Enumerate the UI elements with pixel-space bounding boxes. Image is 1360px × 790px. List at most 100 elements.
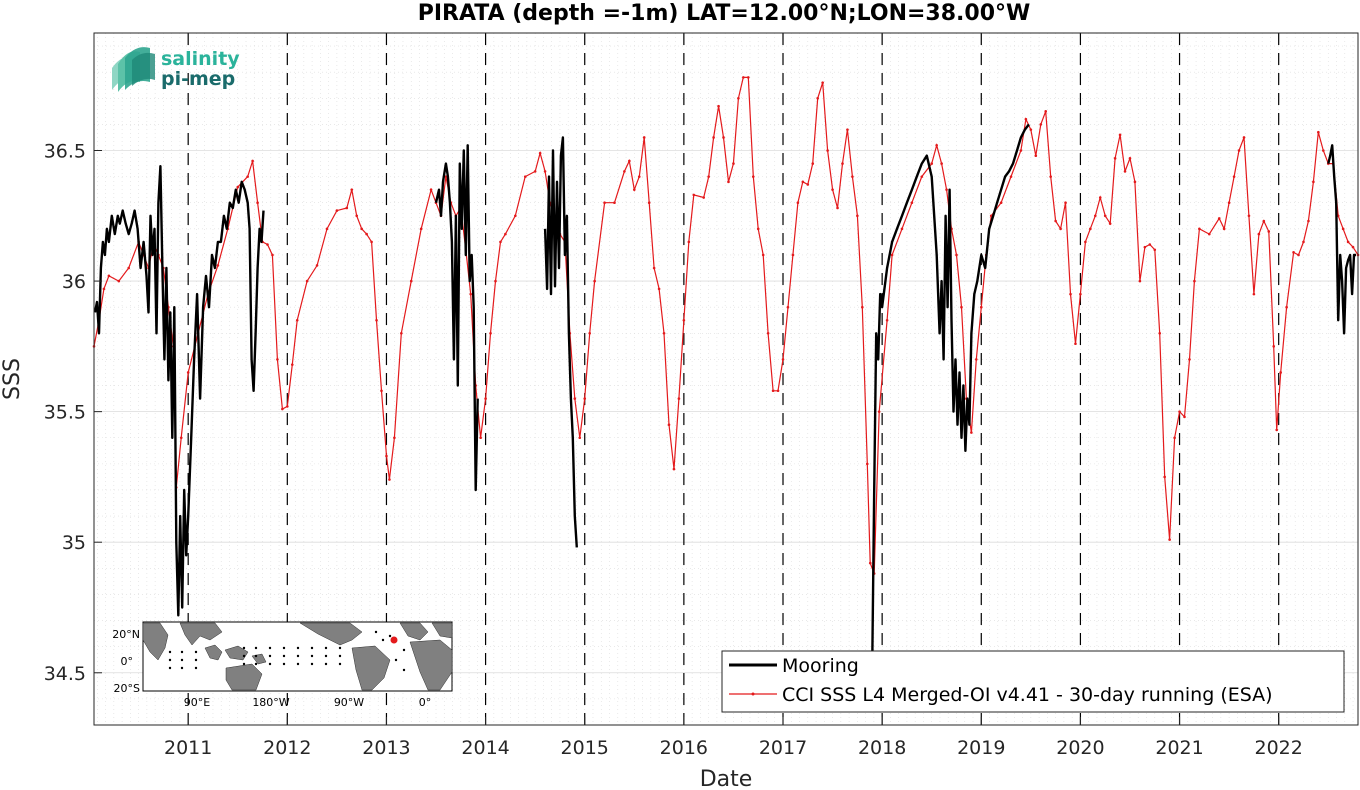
inset-map-land — [142, 622, 453, 691]
cci-point — [388, 478, 391, 481]
cci-point — [1267, 230, 1271, 233]
mooring-series-line — [1327, 144, 1356, 335]
cci-point — [573, 397, 577, 400]
inset-map-selected-mooring — [390, 636, 398, 644]
cci-point — [1143, 245, 1147, 249]
cci-point — [271, 253, 274, 257]
cci-point — [216, 264, 220, 267]
cci-point — [960, 305, 963, 309]
cci-point — [1297, 253, 1300, 257]
cci-point — [836, 206, 839, 210]
inset-lon-label-90w: 90°W — [334, 696, 364, 709]
cci-point — [945, 188, 948, 191]
cci-point — [533, 170, 537, 173]
cci-point — [1285, 305, 1288, 309]
cci-point — [1302, 240, 1305, 244]
cci-point — [702, 196, 705, 199]
cci-point — [494, 279, 497, 283]
cci-point — [1019, 149, 1023, 152]
cci-point — [979, 305, 983, 309]
salinity-pi-mep-logo: salinity pi-mep — [112, 47, 240, 92]
cci-point — [756, 227, 760, 231]
cci-point — [1064, 201, 1067, 205]
cci-point — [325, 227, 329, 231]
cci-point — [179, 436, 183, 440]
logo-salinity-text: salinity — [161, 48, 240, 70]
cci-point — [737, 96, 740, 100]
cci-point — [717, 104, 720, 108]
cci-point — [1232, 175, 1236, 178]
cci-point — [791, 253, 795, 257]
inset-lat-label-20n: 20°N — [112, 628, 140, 641]
cci-point — [578, 436, 582, 440]
cci-point — [1113, 157, 1117, 160]
inset-map: 20°N 0° 20°S 90°E 180°W 90°W 0° — [112, 621, 453, 709]
cci-point — [647, 201, 651, 205]
cci-point — [999, 201, 1003, 205]
y-axis-label: SSS — [0, 358, 25, 400]
cci-point — [786, 305, 790, 309]
grid-layer — [94, 33, 1358, 726]
cci-point — [672, 467, 676, 471]
cci-point — [1279, 371, 1282, 374]
cci-point — [295, 318, 299, 322]
cci-point — [722, 136, 725, 139]
inset-lon-label-180w: 180°W — [252, 696, 289, 709]
inset-lon-label-0: 0° — [419, 696, 432, 709]
cci-point — [868, 561, 872, 565]
cci-point — [400, 332, 403, 335]
cci-point — [1193, 279, 1196, 283]
plot-frame — [93, 32, 1359, 726]
cci-point — [290, 363, 294, 366]
cci-point — [1089, 227, 1092, 231]
cci-point — [632, 188, 636, 191]
cci-point — [955, 253, 958, 257]
cci-point — [107, 274, 111, 278]
cci-point — [667, 423, 671, 426]
cci-point — [365, 232, 368, 236]
x-tick-label: 2017 — [759, 737, 807, 759]
cci-point — [583, 397, 587, 400]
inset-map-mooring-dots — [168, 630, 406, 672]
wave-logo-icon — [112, 47, 155, 92]
x-tick-label: 2016 — [660, 737, 708, 759]
cci-point — [1317, 130, 1320, 134]
cci-point — [727, 180, 730, 184]
cci-point — [687, 240, 691, 244]
cci-point — [1312, 180, 1315, 184]
cci-point — [355, 214, 359, 218]
cci-point — [1034, 154, 1038, 158]
cci-series-line — [93, 76, 1359, 574]
cci-point — [256, 201, 259, 205]
cci-point — [1173, 436, 1176, 440]
year-lines — [187, 33, 1280, 725]
cci-point — [484, 397, 487, 400]
cci-point — [1093, 214, 1097, 218]
x-tick-label: 2011 — [164, 737, 212, 759]
cci-point — [1351, 245, 1355, 249]
cci-point — [350, 188, 354, 191]
x-tick-label: 2015 — [561, 737, 609, 759]
cci-point — [1044, 110, 1048, 113]
cci-point — [1183, 415, 1186, 419]
cci-point — [1123, 170, 1127, 173]
cci-point — [444, 175, 448, 178]
cci-point — [315, 264, 319, 267]
cci-point — [900, 227, 904, 231]
cci-point — [538, 151, 542, 155]
cci-point — [251, 159, 254, 163]
cci-point — [335, 209, 339, 212]
x-axis-ticks: 2011 2012 2013 2014 2015 2016 2017 2018 2019 2020… — [164, 717, 1303, 759]
cci-point — [1098, 196, 1102, 199]
cci-point — [851, 175, 854, 178]
cci-point — [117, 279, 121, 283]
cci-point — [1128, 157, 1132, 160]
cci-point — [761, 253, 765, 257]
cci-point — [766, 332, 770, 335]
cci-point — [861, 305, 864, 309]
cci-point — [662, 332, 666, 335]
cci-point — [489, 332, 492, 335]
chart-title: PIRATA (depth =-1m) LAT=12.00°N;LON=38.0… — [418, 1, 1031, 26]
cci-point — [281, 407, 284, 411]
